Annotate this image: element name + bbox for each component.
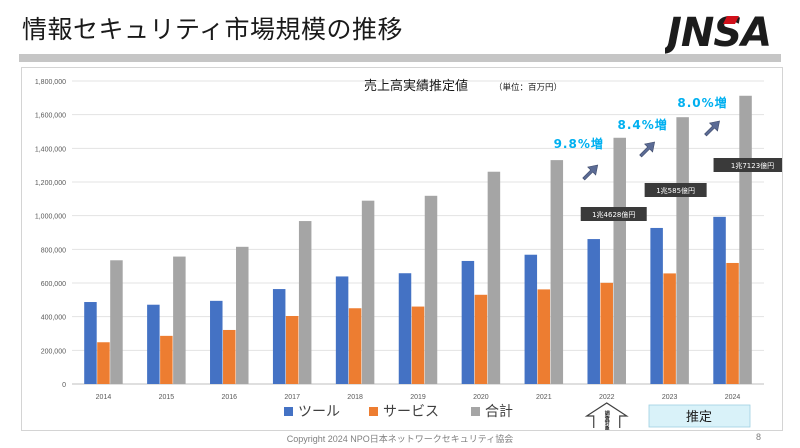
x-tick-label: 2024 [725, 394, 741, 401]
bar-total-2021 [550, 160, 564, 384]
bar-service-2016 [223, 329, 236, 384]
bar-tool-2021 [524, 254, 538, 384]
growth-arrow-icon [704, 120, 720, 137]
x-axis-ticks: 2014 2015 2016 2017 2018 2019 2020 2021 2022 2023… [96, 394, 741, 401]
bar-tool-2014 [84, 302, 97, 384]
estimate-label: 推定 [686, 410, 712, 425]
bar-service-2022 [600, 282, 613, 384]
bar-tool-2015 [147, 304, 160, 384]
bar-total-2014 [110, 260, 123, 384]
annotations: 9.8%増 8.4%増 8.0%増 1兆4628億円 1兆585億円 1兆7123億円調査… [554, 95, 782, 430]
bar-tool-2019 [398, 273, 412, 384]
y-tick-label: 1,600,000 [35, 113, 66, 120]
bar-total-2017 [298, 221, 312, 384]
title-divider-bar [19, 54, 781, 62]
bar-service-2020 [474, 294, 488, 384]
total-callout-label: 1兆585億円 [656, 186, 695, 195]
bar-total-2018 [361, 200, 375, 384]
total-callout-box [713, 158, 782, 172]
chart-area: 0 200,000 400,000 600,000 800,000 1,000,000 1,… [21, 67, 783, 431]
y-tick-label: 1,400,000 [35, 146, 66, 153]
bar-service-2015 [160, 335, 173, 384]
y-axis-ticks: 0 200,000 400,000 600,000 800,000 1,000,000 1,… [35, 79, 66, 389]
legend-label: サービス [383, 404, 439, 420]
x-tick-label: 2019 [410, 394, 426, 401]
bar-tool-2016 [210, 300, 223, 384]
bar-tool-2017 [272, 289, 286, 384]
x-tick-label: 2021 [536, 394, 552, 401]
bar-service-2017 [285, 315, 299, 384]
x-tick-label: 2018 [347, 394, 363, 401]
total-callout-label: 1兆7123億円 [731, 161, 774, 170]
bar-total-2022 [613, 137, 626, 384]
estimate-box [648, 404, 751, 428]
chart-title: 売上高実績推定値 [364, 78, 468, 94]
x-tick-label: 2017 [284, 394, 300, 401]
legend-swatch-tool [284, 407, 293, 416]
logo-red-accent [723, 16, 739, 24]
legend-swatch-service [369, 407, 378, 416]
slide-title: 情報セキュリティ市場規模の推移 [22, 15, 404, 44]
bar-total-2019 [424, 195, 438, 384]
bar-service-2023 [663, 273, 676, 384]
total-callout-label: 1兆4628億円 [592, 210, 635, 219]
x-tick-label: 2015 [159, 394, 175, 401]
chart-unit-note: （単位：百万円） [494, 82, 562, 93]
y-tick-label: 800,000 [41, 247, 66, 254]
page-number: 8 [756, 432, 762, 442]
survey-year-label: 調査対象年 [603, 410, 610, 430]
growth-arrow-icon [639, 141, 656, 158]
y-tick-label: 1,000,000 [35, 214, 66, 221]
y-tick-label: 0 [62, 382, 66, 389]
bar-total-2020 [487, 171, 501, 384]
growth-arrow-icon [582, 164, 599, 181]
footer-copyright: Copyright 2024 NPO日本ネットワークセキュリティ協会 [286, 434, 514, 444]
growth-rate-label: 9.8%増 [554, 136, 604, 151]
y-tick-label: 1,200,000 [35, 180, 66, 187]
y-tick-label: 600,000 [41, 281, 66, 288]
sales-chart: 0 200,000 400,000 600,000 800,000 1,000,000 1,… [35, 78, 782, 430]
total-callout-box [580, 207, 647, 221]
legend-label: 合計 [485, 404, 513, 420]
legend: ツール サービス 合計 [284, 404, 513, 420]
bar-tool-2022 [587, 239, 600, 384]
legend-swatch-total [471, 407, 480, 416]
x-tick-label: 2014 [96, 394, 112, 401]
bar-total-2016 [236, 246, 249, 384]
growth-rate-label: 8.0%増 [677, 95, 727, 110]
bar-service-2021 [537, 289, 551, 384]
y-tick-label: 200,000 [41, 348, 66, 355]
bar-tool-2023 [650, 227, 663, 384]
bar-service-2019 [411, 306, 425, 384]
bar-service-2024 [726, 262, 739, 384]
logo-text: JNSA [665, 10, 771, 54]
bar-service-2018 [348, 308, 362, 384]
jnsa-logo: JNSA [665, 10, 772, 54]
bar-total-2023 [676, 117, 689, 385]
growth-rate-label: 8.4%増 [617, 117, 667, 132]
y-tick-label: 400,000 [41, 315, 66, 322]
x-tick-label: 2020 [473, 394, 489, 401]
bar-service-2014 [97, 342, 110, 384]
survey-year-arrow-icon [584, 402, 629, 428]
bar-total-2024 [739, 95, 752, 385]
legend-label: ツール [298, 404, 340, 420]
bar-tool-2024 [713, 216, 726, 384]
total-callout-box [644, 183, 707, 197]
bars [84, 95, 752, 385]
y-tick-label: 1,800,000 [35, 79, 66, 86]
bar-tool-2018 [335, 276, 349, 384]
bar-total-2015 [173, 256, 186, 384]
x-tick-label: 2023 [662, 394, 678, 401]
x-tick-label: 2022 [599, 394, 615, 401]
x-tick-label: 2016 [221, 394, 237, 401]
bar-tool-2020 [461, 260, 475, 384]
